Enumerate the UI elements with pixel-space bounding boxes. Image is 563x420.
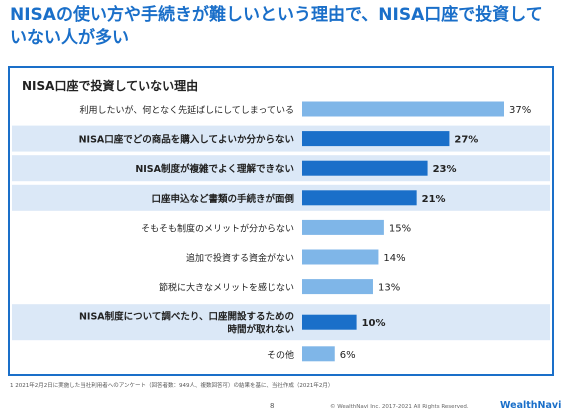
bar bbox=[302, 131, 450, 147]
chart-title: NISA口座で投資していない理由 bbox=[22, 79, 199, 93]
category-label: NISA制度について調べたり、口座開設するための bbox=[79, 311, 294, 323]
bar bbox=[302, 314, 357, 330]
category-label: 利用したいが、何となく先延ばしにしてしまっている bbox=[80, 104, 294, 116]
category-label: そもそも制度のメリットが分からない bbox=[141, 222, 294, 234]
copyright: © WealthNavi Inc. 2017-2021 All Rights R… bbox=[330, 404, 469, 410]
value-label: 10% bbox=[362, 318, 386, 329]
highlight-row bbox=[12, 184, 550, 211]
value-label: 14% bbox=[383, 253, 405, 264]
bar bbox=[302, 190, 417, 206]
brand-logo: WealthNavi bbox=[500, 400, 562, 411]
slide-title: NISAの使い方や手続きが難しいという理由で、NISA口座で投資していない人が多… bbox=[10, 5, 543, 48]
footnote: 1 2021年2月2日に実施した当社利用者へのアンケート（回答者数：949人、複… bbox=[10, 383, 334, 389]
bar bbox=[302, 249, 379, 265]
category-label: NISA制度が複雑でよく理解できない bbox=[135, 163, 294, 175]
category-label: 追加で投資する資金がない bbox=[186, 252, 294, 264]
bar bbox=[302, 346, 335, 362]
value-label: 23% bbox=[433, 164, 457, 175]
value-label: 15% bbox=[389, 223, 411, 234]
bar bbox=[302, 160, 428, 176]
category-label: 時間が取れない bbox=[227, 324, 294, 336]
value-label: 27% bbox=[454, 135, 478, 146]
value-label: 6% bbox=[340, 350, 356, 361]
category-label: その他 bbox=[267, 349, 294, 361]
value-label: 21% bbox=[422, 194, 446, 205]
bar bbox=[302, 101, 504, 117]
bar bbox=[302, 219, 384, 235]
value-label: 37% bbox=[509, 105, 531, 116]
highlight-row bbox=[12, 304, 550, 341]
value-label: 13% bbox=[378, 283, 400, 294]
bar bbox=[302, 279, 373, 295]
highlight-row bbox=[12, 125, 550, 152]
highlight-row bbox=[12, 155, 550, 182]
page-number: 8 bbox=[270, 402, 275, 410]
category-label: 節税に大きなメリットを感じない bbox=[159, 282, 294, 294]
category-label: NISA口座でどの商品を購入してよいか分からない bbox=[79, 134, 294, 146]
category-label: 口座申込など書類の手続きが面倒 bbox=[151, 193, 294, 205]
